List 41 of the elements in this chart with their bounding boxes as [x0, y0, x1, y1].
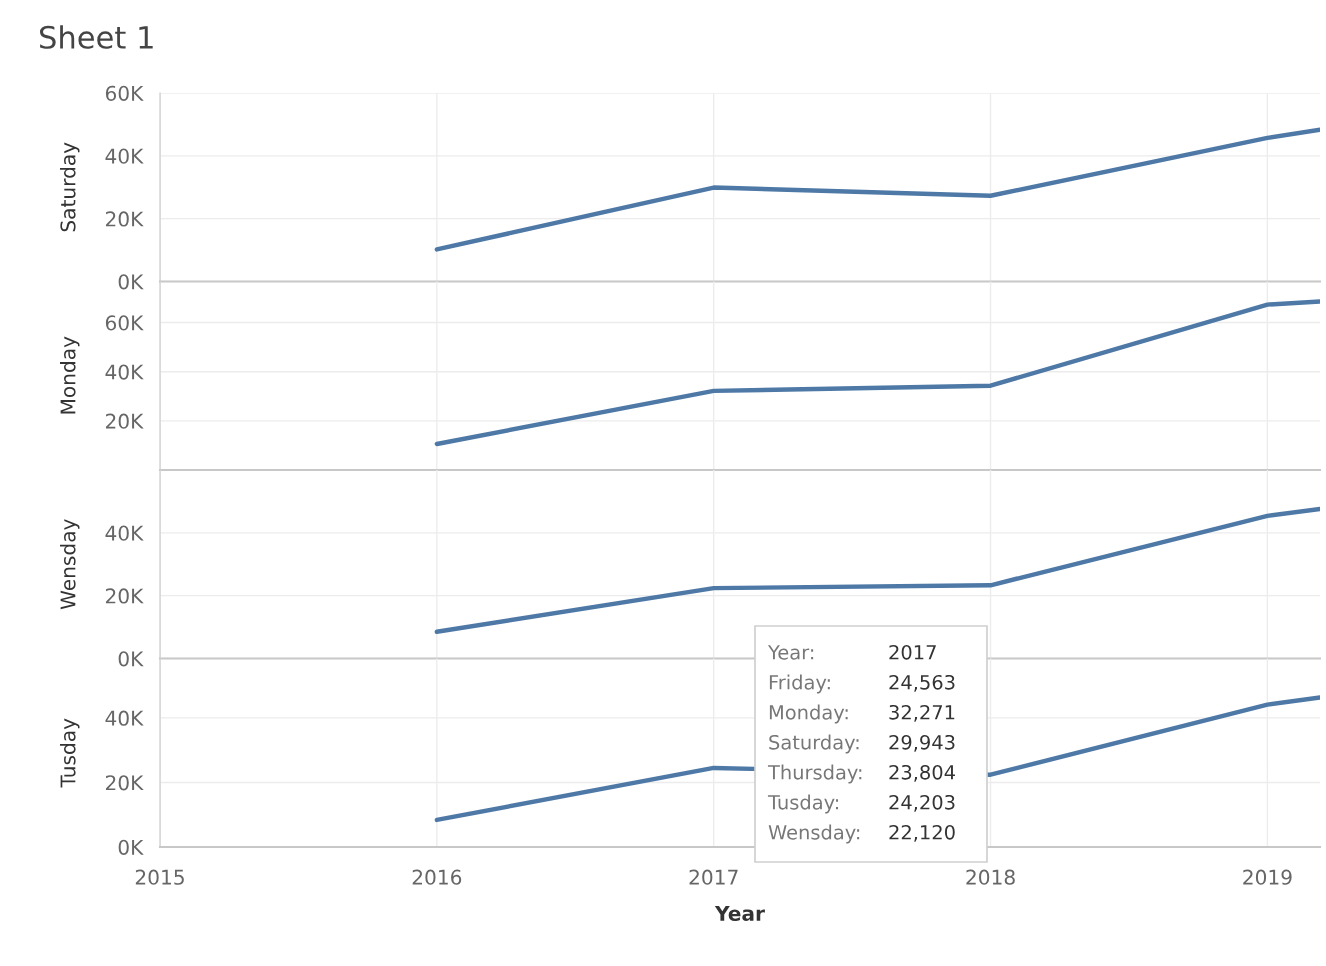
- annotation: 32,271: [889, 704, 955, 722]
- y-tick-label: 20K: [105, 413, 144, 429]
- y-tick-label: 40K: [105, 710, 144, 726]
- annotation: 22,120: [889, 824, 955, 842]
- annotation: Wensday:: [768, 824, 860, 844]
- y-axis-title: Wensday: [60, 519, 80, 610]
- y-tick-label: 40K: [105, 364, 144, 380]
- y-axis-title: Monday: [60, 336, 80, 414]
- annotation: 24,203: [889, 794, 955, 812]
- annotation: Friday:: [769, 674, 830, 694]
- y-tick-label: 0K: [118, 651, 144, 667]
- y-tick-label: 40K: [105, 525, 144, 541]
- x-tick-label: 2019: [1243, 869, 1292, 885]
- annotation: Thursday:: [767, 764, 862, 784]
- annotation: 2017: [889, 644, 936, 660]
- line-series: [434, 506, 1320, 635]
- line-series: [434, 299, 1320, 447]
- y-tick-label: 0K: [118, 274, 144, 290]
- y-tick-label: 40K: [105, 148, 144, 164]
- annotation: 24,563: [889, 674, 955, 692]
- annotation: Year:: [767, 645, 814, 660]
- x-tick-label: 2015: [135, 869, 184, 885]
- y-tick-label: 20K: [105, 211, 144, 227]
- x-axis-title: Year: [714, 906, 765, 921]
- x-tick-label: 2018: [966, 869, 1015, 885]
- annotation: Monday:: [769, 704, 848, 724]
- y-axis-title: Tusday: [60, 718, 80, 788]
- x-tick-label: 2016: [412, 869, 462, 885]
- chart-title: Sheet 1: [40, 25, 153, 49]
- annotation: Tusday:: [767, 794, 839, 814]
- y-tick-label: 60K: [105, 315, 144, 331]
- y-axis-title: Saturday: [60, 142, 80, 232]
- x-tick-label: 2017: [689, 869, 738, 885]
- y-tick-label: 0K: [118, 839, 144, 855]
- y-tick-label: 20K: [105, 775, 144, 791]
- annotation: Saturday:: [769, 734, 859, 754]
- annotation: 23,804: [889, 764, 955, 782]
- y-tick-label: 20K: [105, 588, 144, 604]
- y-tick-label: 60K: [105, 85, 144, 101]
- annotation: 29,943: [889, 734, 955, 752]
- line-series: [434, 127, 1320, 252]
